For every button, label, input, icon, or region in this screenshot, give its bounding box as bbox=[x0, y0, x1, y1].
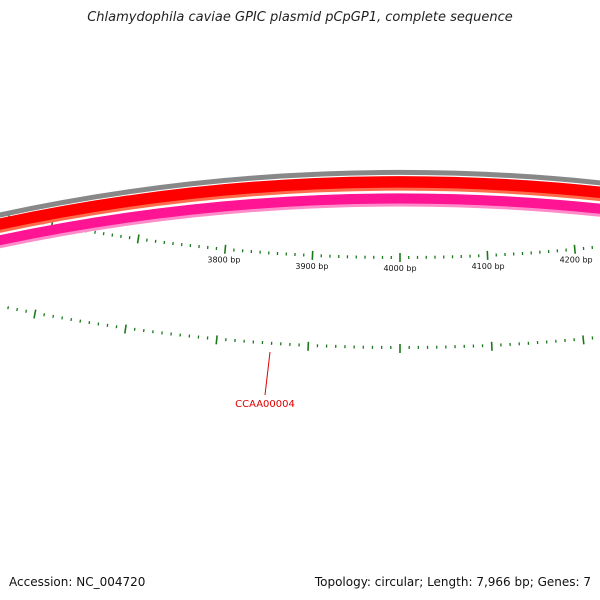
minor-tick bbox=[16, 307, 19, 312]
major-tick bbox=[582, 335, 585, 345]
major-tick bbox=[33, 309, 37, 319]
forward-gene-track-highlight bbox=[0, 187, 600, 233]
major-tick bbox=[224, 244, 227, 254]
gene-label-leader-line bbox=[264, 351, 271, 396]
minor-tick bbox=[94, 230, 96, 234]
inner-tick-ring bbox=[0, 304, 594, 353]
minor-tick bbox=[25, 309, 28, 313]
forward-gene-track bbox=[0, 176, 600, 232]
minor-tick bbox=[97, 322, 100, 326]
minor-tick bbox=[106, 323, 109, 328]
minor-tick bbox=[79, 319, 82, 323]
map-title: Chlamydophila caviae GPIC plasmid pCpGP1… bbox=[87, 10, 513, 25]
accession-text: Accession: NC_004720 bbox=[9, 575, 146, 589]
minor-tick bbox=[52, 314, 55, 318]
reverse-gene-track bbox=[0, 193, 600, 248]
bp-label: 4200 bp bbox=[560, 256, 593, 265]
bp-label: 4000 bp bbox=[383, 264, 416, 273]
backbone-track bbox=[0, 169, 600, 218]
minor-tick bbox=[70, 317, 73, 322]
minor-tick bbox=[7, 306, 10, 310]
minor-tick bbox=[102, 232, 105, 236]
gene-label-ccaa00004[interactable]: CCAA00004 bbox=[235, 399, 295, 410]
bp-label: 3900 bp bbox=[295, 262, 328, 271]
topology-text: Topology: circular; Length: 7,966 bp; Ge… bbox=[314, 575, 591, 589]
minor-tick bbox=[120, 234, 122, 239]
minor-tick bbox=[43, 313, 46, 317]
major-tick bbox=[215, 335, 218, 345]
minor-tick bbox=[61, 316, 64, 320]
bp-label: 3800 bp bbox=[207, 256, 240, 265]
major-tick bbox=[573, 244, 576, 254]
major-tick bbox=[124, 324, 127, 334]
reverse-gene-track-highlight bbox=[0, 203, 600, 249]
major-tick bbox=[136, 234, 140, 244]
bp-label: 4100 bp bbox=[472, 262, 505, 271]
